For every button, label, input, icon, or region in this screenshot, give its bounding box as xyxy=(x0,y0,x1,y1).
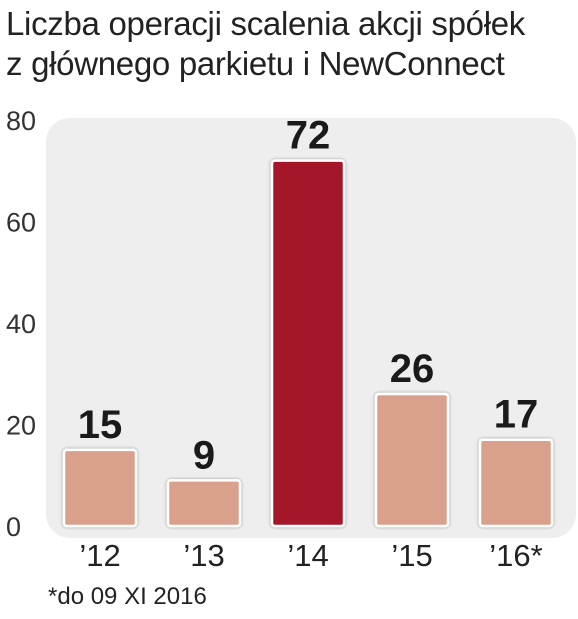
chart-title: Liczba operacji scalenia akcji spółek z … xyxy=(6,4,576,84)
x-axis: ’12 ’13 ’14 ’15 ’16* xyxy=(79,538,542,573)
x-tick-label-0: ’12 xyxy=(79,538,120,573)
bar-4 xyxy=(478,438,554,528)
bar-3 xyxy=(374,392,450,528)
data-label-4: 17 xyxy=(494,393,539,437)
y-tick-label-0: 0 xyxy=(6,512,21,542)
x-tick-label-3: ’15 xyxy=(391,538,432,573)
footnote: *do 09 XI 2016 xyxy=(48,583,207,610)
bars: 15 9 72 26 17 xyxy=(62,114,554,528)
bar-1 xyxy=(166,479,242,528)
y-tick-label-60: 60 xyxy=(6,208,36,238)
y-tick-label-20: 20 xyxy=(6,411,36,441)
x-tick-label-2: ’14 xyxy=(287,538,328,573)
chart-title-line-1: Liczba operacji scalenia akcji spółek xyxy=(6,5,526,42)
y-axis: 0 20 40 60 80 xyxy=(6,106,36,542)
data-label-2: 72 xyxy=(286,114,331,158)
data-label-0: 15 xyxy=(78,403,123,447)
y-tick-label-80: 80 xyxy=(6,106,36,136)
data-label-1: 9 xyxy=(193,433,215,477)
bar-2 xyxy=(270,159,346,528)
x-tick-label-1: ’13 xyxy=(183,538,224,573)
bar-0 xyxy=(62,448,138,528)
y-tick-label-40: 40 xyxy=(6,309,36,339)
chart-title-line-2: z głównego parkietu i NewConnect xyxy=(6,45,505,82)
data-label-3: 26 xyxy=(390,347,435,391)
x-tick-label-4: ’16* xyxy=(489,538,542,573)
